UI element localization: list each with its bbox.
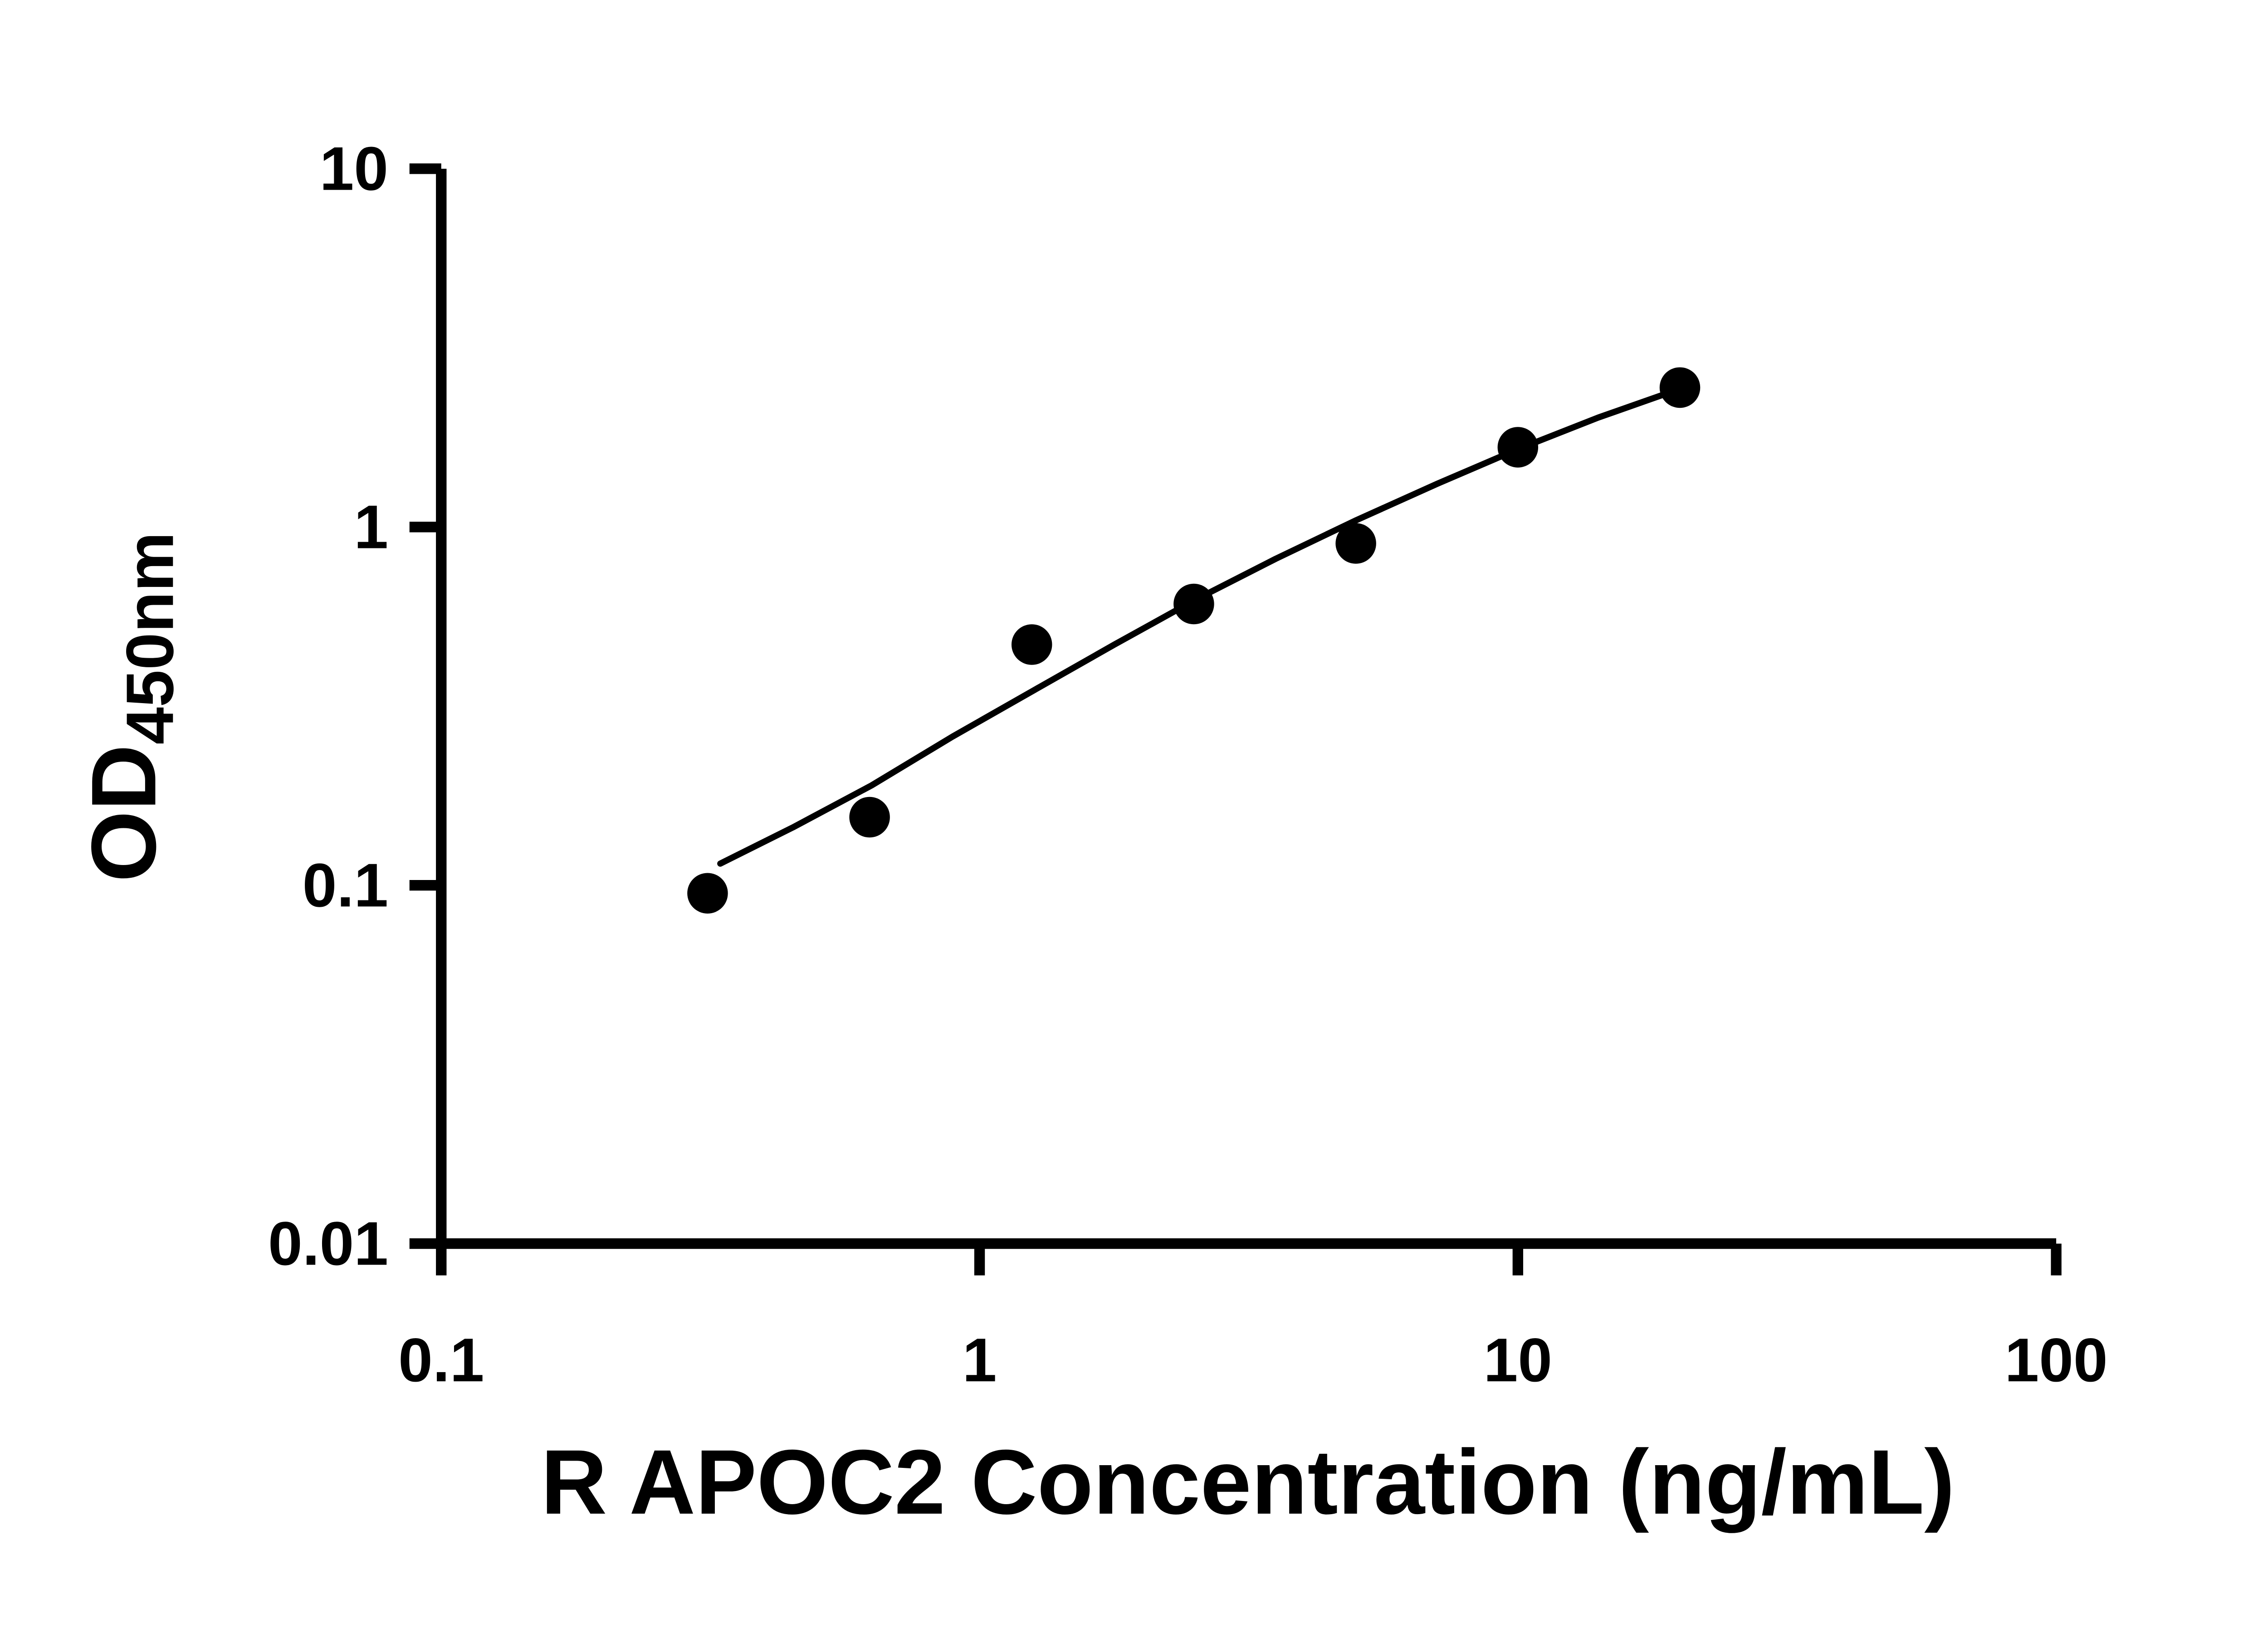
data-point (1335, 523, 1376, 564)
data-point (849, 797, 890, 838)
data-point (1173, 583, 1214, 625)
data-point (687, 873, 728, 914)
y-tick-label: 0.1 (303, 851, 388, 919)
axis-lines (436, 168, 2057, 1249)
x-tick-label: 100 (2004, 1325, 2107, 1394)
y-tick-label: 1 (354, 493, 388, 562)
axes (436, 168, 2057, 1249)
trend-line (717, 386, 1683, 867)
y-tick-label: 10 (320, 134, 388, 203)
x-axis-title: R APOC2 Concentration (ng/mL) (541, 1431, 1955, 1533)
data-point (1497, 427, 1539, 468)
data-point (1011, 624, 1052, 665)
x-tick-label: 1 (963, 1325, 997, 1394)
data-point (1659, 367, 1701, 408)
x-tick-label: 0.1 (398, 1325, 484, 1394)
y-tick-label: 0.01 (268, 1209, 388, 1278)
y-axis-title: OD450nm (72, 532, 187, 882)
x-tick-label: 10 (1484, 1325, 1552, 1394)
axis-ticks (409, 163, 2062, 1276)
data-series (687, 367, 1701, 914)
elisa-standard-curve-figure: 0.1 1 10 100 0.01 0.1 1 10 R APOC2 Concentratio… (0, 22, 2268, 1611)
y-axis-title-subscript: 450nm (112, 532, 187, 744)
y-axis-title-main: OD (72, 744, 175, 882)
